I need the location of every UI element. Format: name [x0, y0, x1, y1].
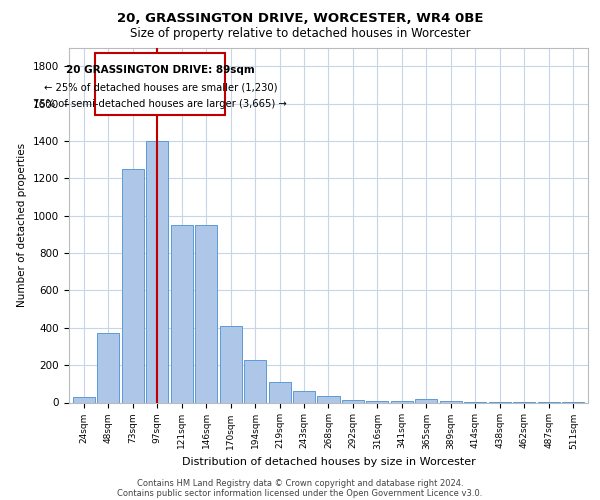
Bar	[170, 225, 193, 402]
Bar	[293, 392, 315, 402]
Bar	[317, 396, 340, 402]
X-axis label: Distribution of detached houses by size in Worcester: Distribution of detached houses by size …	[182, 457, 475, 467]
Bar	[146, 141, 168, 403]
Bar	[97, 334, 119, 402]
Text: 20, GRASSINGTON DRIVE, WORCESTER, WR4 0BE: 20, GRASSINGTON DRIVE, WORCESTER, WR4 0B…	[117, 12, 483, 26]
Text: Contains HM Land Registry data © Crown copyright and database right 2024.: Contains HM Land Registry data © Crown c…	[137, 478, 463, 488]
FancyBboxPatch shape	[95, 53, 225, 115]
Bar	[269, 382, 290, 402]
Text: 20 GRASSINGTON DRIVE: 89sqm: 20 GRASSINGTON DRIVE: 89sqm	[66, 66, 254, 76]
Bar	[244, 360, 266, 403]
Text: Contains public sector information licensed under the Open Government Licence v3: Contains public sector information licen…	[118, 488, 482, 498]
Bar	[73, 397, 95, 402]
Bar	[367, 400, 388, 402]
Text: Size of property relative to detached houses in Worcester: Size of property relative to detached ho…	[130, 28, 470, 40]
Text: ← 25% of detached houses are smaller (1,230): ← 25% of detached houses are smaller (1,…	[44, 82, 277, 92]
Bar	[440, 400, 462, 402]
Bar	[122, 169, 143, 402]
Bar	[220, 326, 242, 402]
Text: 75% of semi-detached houses are larger (3,665) →: 75% of semi-detached houses are larger (…	[34, 98, 287, 108]
Bar	[195, 225, 217, 402]
Bar	[342, 400, 364, 402]
Bar	[415, 399, 437, 402]
Y-axis label: Number of detached properties: Number of detached properties	[17, 143, 28, 307]
Bar	[391, 400, 413, 402]
